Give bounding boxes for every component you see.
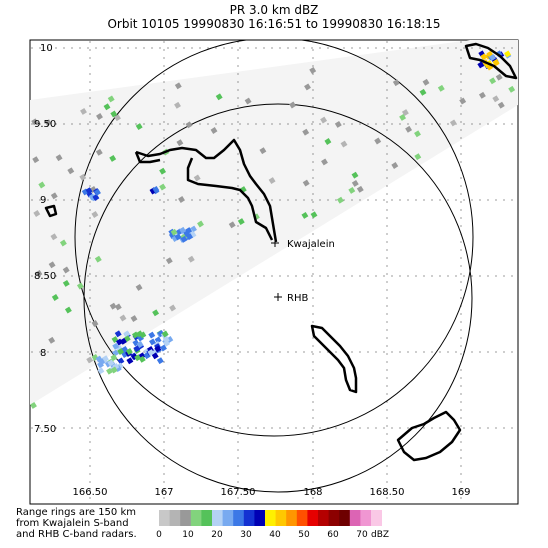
note-line: and RHB C-band radars. [16, 529, 137, 540]
coastlines [44, 42, 518, 462]
lat-tick-label: 7.50 [34, 424, 56, 435]
range-ring-rhb [83, 103, 473, 493]
note-line: Range rings are 150 km [16, 507, 136, 518]
lat-tick-label: 8 [40, 348, 46, 359]
lon-tick-label: 167.50 [221, 487, 256, 498]
western-atoll-outline [44, 204, 58, 218]
lon-tick-label: 169 [451, 487, 470, 498]
kwajalein-atoll-outline [134, 138, 278, 243]
lon-tick-label: 168 [303, 487, 322, 498]
range-ring-kwajalein [74, 40, 474, 437]
range-ring-note: Range rings are 150 km from Kwajalein S-… [16, 507, 137, 540]
kwajalein-label: Kwajalein [287, 239, 335, 250]
lon-tick-label: 166.50 [73, 487, 108, 498]
kwajalein-marker [271, 239, 279, 247]
lat-tick-labels: 10 9.50 9 8.50 8 7.50 [34, 43, 56, 435]
lon-tick-label: 167 [154, 487, 173, 498]
lat-tick-label: 10 [40, 43, 53, 54]
northeast-atoll-outline [464, 42, 518, 80]
southeast-atoll-outline [396, 410, 462, 462]
lat-lon-grid [31, 41, 513, 499]
orbit-subtitle: Orbit 10105 19990830 16:16:51 to 1999083… [107, 17, 441, 31]
note-line: from Kwajalein S-band [16, 518, 129, 529]
southern-atoll-outline [310, 324, 358, 394]
rhb-label: RHB [287, 293, 308, 304]
rhb-marker [274, 293, 282, 301]
lat-tick-label: 8.50 [34, 271, 56, 282]
lat-tick-label: 9.50 [34, 119, 56, 130]
reflectivity-pixels [30, 50, 516, 409]
lon-tick-labels: 166.50 167 167.50 168 168.50 169 [73, 487, 471, 498]
map-title: PR 3.0 km dBZ [229, 3, 319, 17]
lon-tick-label: 168.50 [370, 487, 405, 498]
lat-tick-label: 9 [40, 195, 46, 206]
